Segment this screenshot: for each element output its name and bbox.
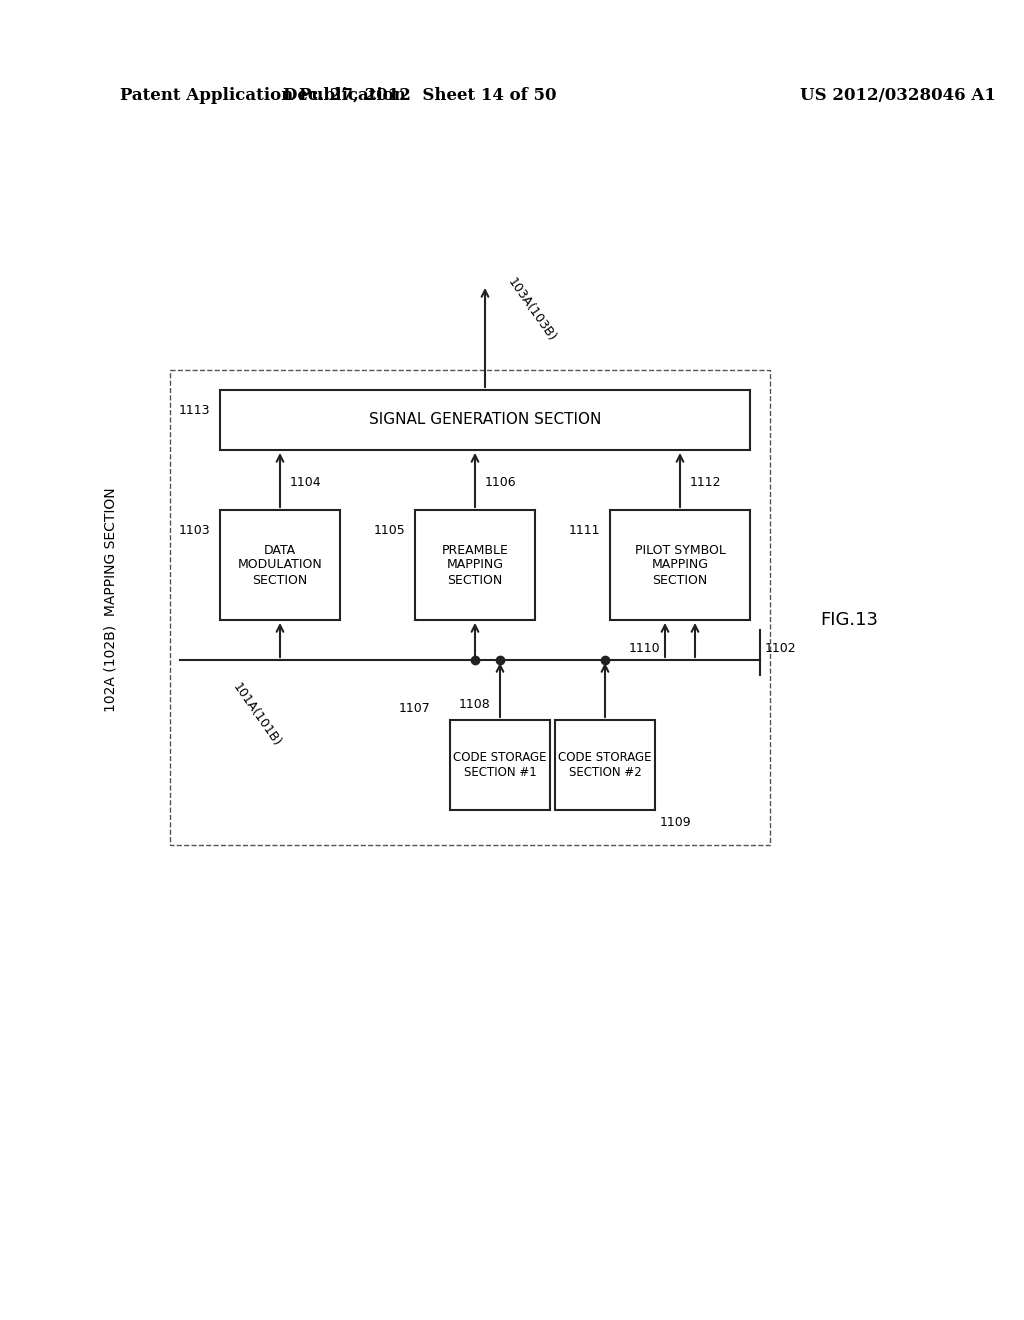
Text: FIG.13: FIG.13 [820, 611, 878, 630]
Text: CODE STORAGE
SECTION #1: CODE STORAGE SECTION #1 [454, 751, 547, 779]
Text: CODE STORAGE
SECTION #2: CODE STORAGE SECTION #2 [558, 751, 651, 779]
Text: DATA
MODULATION
SECTION: DATA MODULATION SECTION [238, 544, 323, 586]
Bar [220, 510, 340, 620]
Text: 1102: 1102 [765, 642, 797, 655]
Text: 1103: 1103 [178, 524, 210, 536]
Text: SIGNAL GENERATION SECTION: SIGNAL GENERATION SECTION [369, 412, 601, 428]
Text: 103A(103B): 103A(103B) [505, 276, 558, 345]
Text: 1111: 1111 [568, 524, 600, 536]
Text: PILOT SYMBOL
MAPPING
SECTION: PILOT SYMBOL MAPPING SECTION [635, 544, 725, 586]
Text: 1110: 1110 [629, 642, 660, 655]
Text: US 2012/0328046 A1: US 2012/0328046 A1 [800, 87, 996, 103]
Text: Dec. 27, 2012  Sheet 14 of 50: Dec. 27, 2012 Sheet 14 of 50 [284, 87, 557, 103]
Text: 1109: 1109 [660, 816, 691, 829]
Bar [415, 510, 535, 620]
Text: 1108: 1108 [459, 698, 490, 711]
Bar [450, 719, 550, 810]
Bar [555, 719, 655, 810]
Text: Patent Application Publication: Patent Application Publication [120, 87, 406, 103]
Text: PREAMBLE
MAPPING
SECTION: PREAMBLE MAPPING SECTION [441, 544, 509, 586]
Text: 1106: 1106 [485, 475, 517, 488]
Bar [610, 510, 750, 620]
Text: 1104: 1104 [290, 475, 322, 488]
Text: 102A (102B)  MAPPING SECTION: 102A (102B) MAPPING SECTION [103, 487, 117, 713]
Bar [220, 389, 750, 450]
Bar [170, 370, 770, 845]
Text: 1105: 1105 [374, 524, 406, 536]
Text: 1107: 1107 [398, 701, 430, 714]
Text: 1112: 1112 [690, 475, 722, 488]
Text: 1113: 1113 [178, 404, 210, 417]
Text: 101A(101B): 101A(101B) [230, 681, 284, 750]
